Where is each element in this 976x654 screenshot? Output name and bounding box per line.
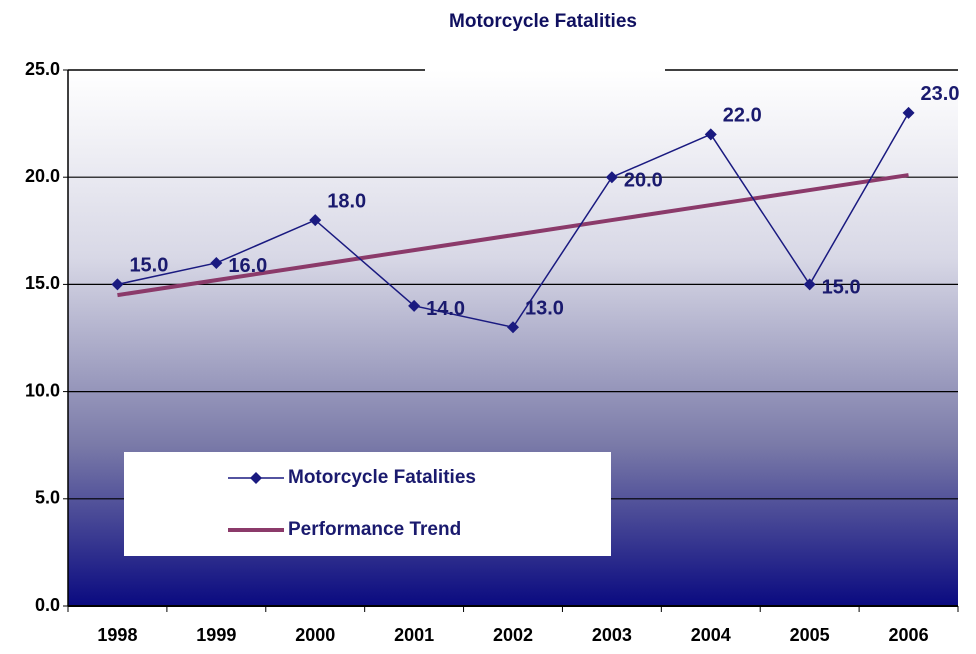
data-point bbox=[704, 128, 717, 141]
y-tick-label: 0.0 bbox=[35, 595, 60, 615]
legend-label: Performance Trend bbox=[288, 519, 461, 540]
y-tick-label: 5.0 bbox=[35, 488, 60, 508]
x-tick-label: 1998 bbox=[97, 625, 137, 645]
data-point bbox=[111, 278, 124, 291]
y-tick-label: 25.0 bbox=[25, 59, 60, 79]
x-tick-label: 2001 bbox=[394, 625, 434, 645]
data-label: 20.0 bbox=[624, 169, 663, 191]
x-tick-label: 2002 bbox=[493, 625, 533, 645]
data-label: 18.0 bbox=[327, 190, 366, 212]
y-tick-label: 15.0 bbox=[25, 273, 60, 293]
data-label: 23.0 bbox=[921, 83, 960, 105]
data-point bbox=[507, 321, 519, 334]
data-label: 15.0 bbox=[129, 255, 168, 277]
x-tick-label: 2006 bbox=[889, 625, 929, 645]
data-point bbox=[309, 214, 322, 227]
chart-title: Motorcycle Fatalities bbox=[449, 11, 637, 32]
y-tick-label: 20.0 bbox=[25, 166, 60, 186]
x-tick-label: 2000 bbox=[295, 625, 335, 645]
legend bbox=[124, 452, 611, 556]
x-tick-label: 2004 bbox=[691, 625, 731, 645]
legend-marker bbox=[250, 472, 262, 484]
data-point bbox=[803, 278, 816, 291]
data-point bbox=[210, 256, 223, 269]
data-point bbox=[902, 106, 915, 119]
x-tick-label: 1999 bbox=[196, 625, 236, 645]
x-tick-label: 2005 bbox=[790, 625, 830, 645]
trend-line bbox=[117, 173, 909, 298]
data-label: 22.0 bbox=[723, 105, 762, 127]
data-label: 14.0 bbox=[426, 298, 465, 320]
legend-label: Motorcycle Fatalities bbox=[288, 467, 476, 488]
data-point bbox=[605, 171, 618, 184]
y-tick-label: 10.0 bbox=[25, 380, 60, 400]
data-label: 13.0 bbox=[525, 298, 564, 320]
x-tick-label: 2003 bbox=[592, 625, 632, 645]
data-label: 15.0 bbox=[822, 277, 861, 299]
data-label: 16.0 bbox=[228, 255, 267, 277]
data-point bbox=[408, 299, 421, 312]
